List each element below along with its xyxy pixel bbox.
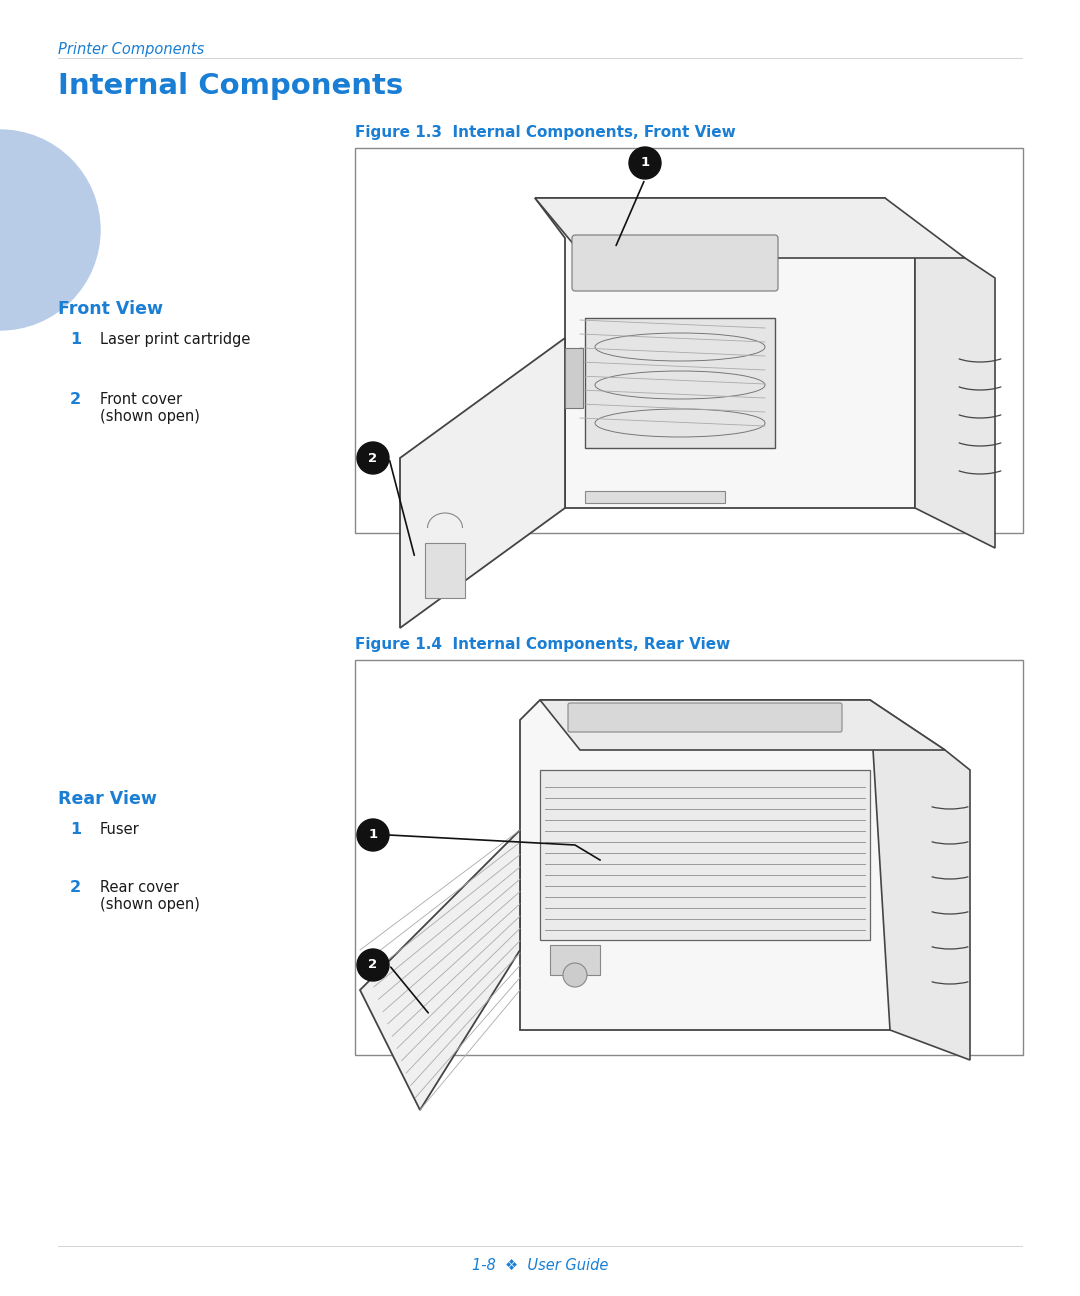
Text: Rear View: Rear View	[58, 791, 157, 807]
Text: Fuser: Fuser	[100, 822, 139, 837]
Text: Printer Components: Printer Components	[58, 41, 204, 57]
Text: 2: 2	[70, 391, 81, 407]
Text: 1: 1	[70, 332, 81, 347]
Circle shape	[357, 819, 389, 851]
Text: Front View: Front View	[58, 299, 163, 318]
Bar	[585, 318, 775, 448]
Text: 2: 2	[70, 880, 81, 896]
Circle shape	[563, 963, 588, 988]
Text: 1: 1	[368, 828, 378, 841]
Text: Figure 1.4  Internal Components, Rear View: Figure 1.4 Internal Components, Rear Vie…	[355, 638, 730, 652]
FancyBboxPatch shape	[568, 702, 842, 732]
Circle shape	[0, 130, 100, 330]
Bar	[426, 543, 465, 597]
Text: 2: 2	[368, 959, 378, 972]
Polygon shape	[535, 198, 966, 258]
Circle shape	[357, 442, 389, 474]
Bar	[550, 945, 600, 975]
Text: 1: 1	[640, 157, 649, 170]
Text: 1: 1	[70, 822, 81, 837]
FancyBboxPatch shape	[572, 235, 778, 292]
Text: Laser print cartridge: Laser print cartridge	[100, 332, 251, 347]
Polygon shape	[400, 338, 565, 629]
Polygon shape	[870, 700, 970, 1060]
Bar	[565, 349, 583, 408]
Text: Front cover
(shown open): Front cover (shown open)	[100, 391, 200, 424]
Text: Figure 1.3  Internal Components, Front View: Figure 1.3 Internal Components, Front Vi…	[355, 124, 735, 140]
Bar	[355, 660, 1023, 1055]
Circle shape	[629, 146, 661, 179]
Circle shape	[357, 949, 389, 981]
Text: 1-8  ❖  User Guide: 1-8 ❖ User Guide	[472, 1258, 608, 1273]
Bar	[585, 491, 725, 503]
Polygon shape	[915, 238, 995, 548]
Polygon shape	[540, 700, 945, 750]
Text: Rear cover
(shown open): Rear cover (shown open)	[100, 880, 200, 912]
Text: 2: 2	[368, 451, 378, 464]
Polygon shape	[535, 198, 915, 508]
Bar	[355, 148, 1023, 533]
Text: Internal Components: Internal Components	[58, 73, 403, 100]
Polygon shape	[360, 829, 519, 1109]
Polygon shape	[519, 700, 890, 1030]
Bar	[540, 770, 870, 940]
